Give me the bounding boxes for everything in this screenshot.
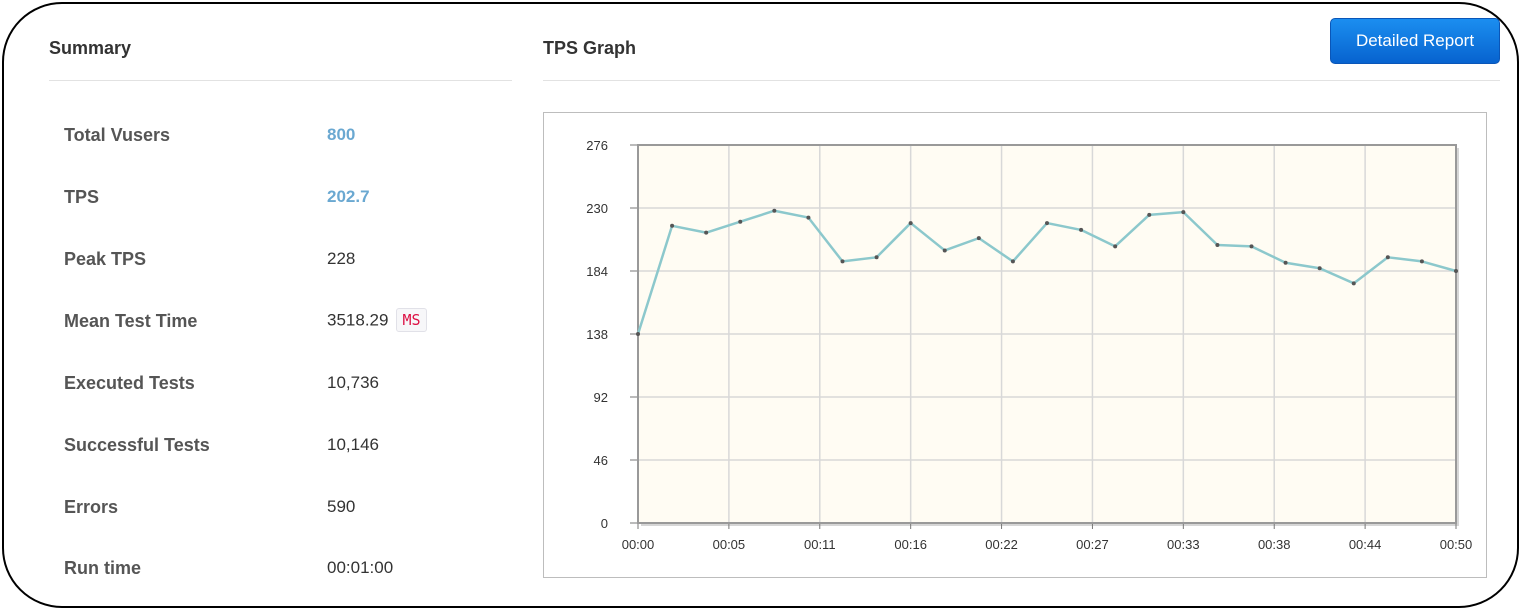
executed-tests-label: Executed Tests (64, 373, 195, 393)
x-tick-label: 00:38 (1258, 537, 1291, 552)
y-tick-label: 138 (586, 327, 608, 342)
x-tick-label: 00:22 (985, 537, 1018, 552)
tps-label: TPS (64, 187, 100, 207)
tps-graph-title: TPS Graph (543, 38, 637, 58)
tps-data-point (976, 236, 981, 241)
x-tick-label: 00:11 (804, 537, 836, 552)
tps-data-point (1249, 244, 1254, 249)
ms-unit-badge: MS (396, 308, 427, 332)
tps-data-point (840, 259, 845, 264)
summary-divider (49, 80, 512, 81)
successful-tests-label: Successful Tests (64, 435, 210, 455)
errors-value: 590 (327, 497, 356, 516)
graph-divider (543, 80, 1500, 81)
x-tick-label: 00:27 (1076, 537, 1109, 552)
tps-data-point (1079, 227, 1084, 232)
tps-data-point (1454, 269, 1458, 273)
tps-data-point (1045, 221, 1049, 226)
peak-tps-label: Peak TPS (64, 249, 147, 269)
y-tick-label: 92 (594, 390, 608, 405)
tps-data-point (1351, 281, 1356, 286)
tps-data-point (670, 223, 675, 228)
tps-data-point (1010, 259, 1015, 264)
run-time-label: Run time (64, 558, 142, 578)
tps-data-point (1113, 244, 1118, 249)
tps-data-point (772, 208, 777, 213)
tps-data-point (874, 255, 879, 260)
tps-data-point (1215, 242, 1220, 247)
summary-title: Summary (49, 38, 132, 58)
errors-label: Errors (64, 497, 119, 517)
tps-data-point (908, 221, 913, 226)
x-tick-label: 00:16 (894, 537, 927, 552)
total-vusers-label: Total Vusers (64, 125, 171, 145)
tps-data-point (704, 230, 709, 235)
peak-tps-value: 228 (327, 249, 356, 268)
tps-data-point (942, 248, 947, 253)
tps-data-point (1283, 260, 1288, 265)
x-tick-label: 00:50 (1440, 537, 1473, 552)
tps-chart-panel: 0 46 92 138 184 230 276 00:00 00:05 00:11 00:16 00:… (543, 112, 1487, 578)
tps-data-point (1385, 255, 1390, 260)
detailed-report-button[interactable]: Detailed Report (1330, 18, 1500, 64)
tps-line-chart: 0 46 92 138 184 230 276 00:00 00:05 00:11 00:16 00:… (586, 138, 1473, 552)
run-time-value: 00:01:00 (327, 558, 394, 577)
x-tick-label: 00:00 (622, 537, 655, 552)
x-tick-label: 00:44 (1349, 537, 1382, 552)
y-tick-label: 230 (586, 201, 608, 216)
y-tick-label: 0 (601, 516, 608, 531)
mean-test-time-value-group: 3518.29 MS (327, 308, 427, 333)
tps-data-point (738, 219, 743, 224)
successful-tests-value: 10,146 (327, 435, 379, 454)
tps-data-point (1181, 210, 1186, 215)
tps-data-point (636, 332, 640, 336)
total-vusers-value: 800 (327, 125, 356, 144)
x-tick-label: 00:05 (713, 537, 746, 552)
tps-data-point (1317, 266, 1322, 271)
x-tick-label: 00:33 (1167, 537, 1200, 552)
mean-test-time-label: Mean Test Time (64, 311, 198, 331)
tps-data-point (1419, 259, 1424, 264)
y-tick-label: 276 (586, 138, 608, 153)
executed-tests-value: 10,736 (327, 373, 379, 392)
y-tick-label: 184 (586, 264, 608, 279)
tps-data-point (1147, 212, 1152, 217)
mean-test-time-value: 3518.29 (327, 310, 389, 330)
tps-data-point (806, 215, 811, 220)
tps-value: 202.7 (327, 187, 370, 206)
y-tick-label: 46 (594, 453, 608, 468)
